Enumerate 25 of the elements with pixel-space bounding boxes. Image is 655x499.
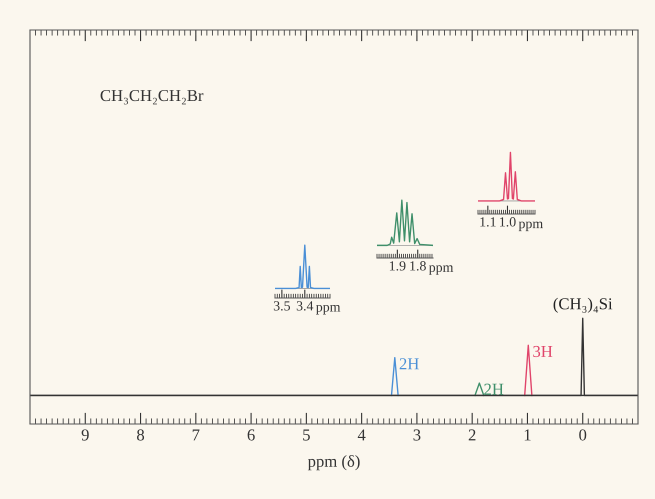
- x-tick-label: 1.1: [480, 217, 496, 227]
- x-tick-label: 2: [468, 429, 476, 440]
- x-tick-label: 1.0: [500, 217, 516, 227]
- x-axis-title: ppm (δ): [308, 455, 360, 470]
- x-tick-label: 1: [524, 429, 531, 440]
- x-tick-label: 8: [137, 429, 144, 441]
- annotation: 2H: [484, 384, 504, 395]
- x-tick-label: 5: [303, 430, 310, 441]
- annotation: 3H: [533, 346, 552, 358]
- x-tick-label: 9: [82, 429, 89, 441]
- x-tick-label: 3.4: [296, 301, 314, 311]
- x-tick-label: 4: [358, 429, 366, 440]
- annotation: (CH₃)₄Si: [554, 298, 612, 313]
- x-tick-label: 7: [192, 430, 200, 440]
- x-tick-label: 1.8: [410, 261, 426, 271]
- x-tick-label: 3: [414, 429, 420, 441]
- x-tick-label: 1.9: [390, 261, 406, 271]
- annotation: 2H: [400, 358, 419, 370]
- x-axis-title: ppm: [518, 222, 543, 232]
- x-tick-label: 6: [248, 429, 255, 441]
- x-axis-title: ppm: [316, 304, 340, 314]
- text: CH₃CH₂CH₂Br: [100, 90, 204, 104]
- x-axis-title: ppm: [428, 265, 454, 275]
- x-tick-label: 3.5: [274, 301, 290, 311]
- x-tick-label: 0: [579, 429, 586, 441]
